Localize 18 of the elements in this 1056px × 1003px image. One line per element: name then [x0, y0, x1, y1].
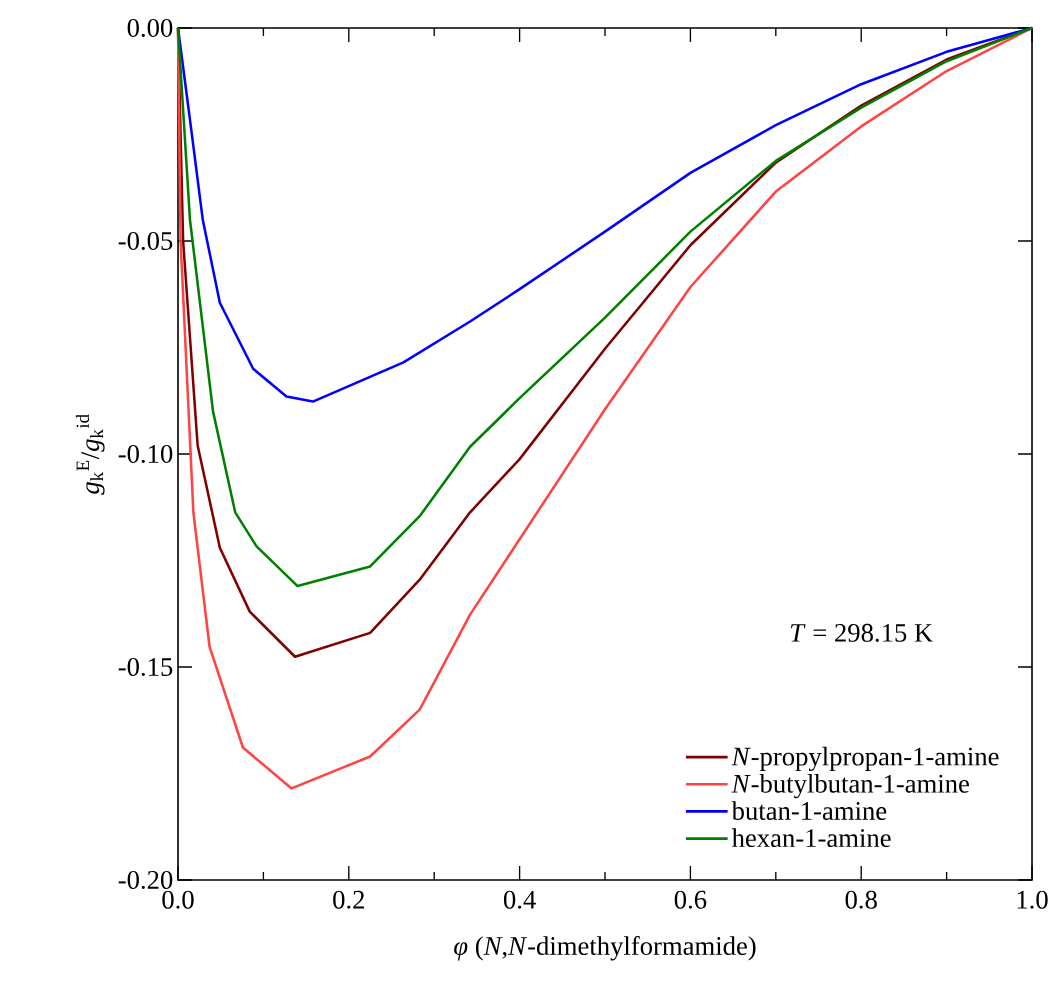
y-tick-label: 0.00 [127, 18, 173, 38]
y-tick-label: -0.15 [118, 657, 173, 677]
legend-label: butan-1-amine [731, 801, 887, 820]
x-tick-label: 0.6 [674, 890, 707, 909]
y-tick-label: -0.05 [118, 231, 173, 251]
x-tick-label: 0.2 [333, 890, 364, 909]
x-tick-label: 1.0 [1017, 890, 1048, 909]
y-axis-title: g$_{k}$$^{E}$/g$_{k}$id [75, 414, 105, 495]
x-tick-label: 0.8 [845, 890, 877, 909]
x-axis-title: φ (N,N-dimethylformamide) [454, 935, 756, 961]
y-tick-label: -0.10 [118, 444, 173, 464]
annotation: T = 298.15 K [790, 623, 933, 642]
legend-label: hexan-1-amine [731, 828, 891, 848]
y-tick-label: -0.20 [118, 870, 173, 890]
legend-label: N-propylpropan-1-amine [731, 746, 999, 772]
legend-label: N-butylbutan-1-amine [731, 774, 969, 799]
x-tick-label: 0.0 [162, 890, 194, 909]
x-tick-label: 0.4 [503, 890, 536, 909]
